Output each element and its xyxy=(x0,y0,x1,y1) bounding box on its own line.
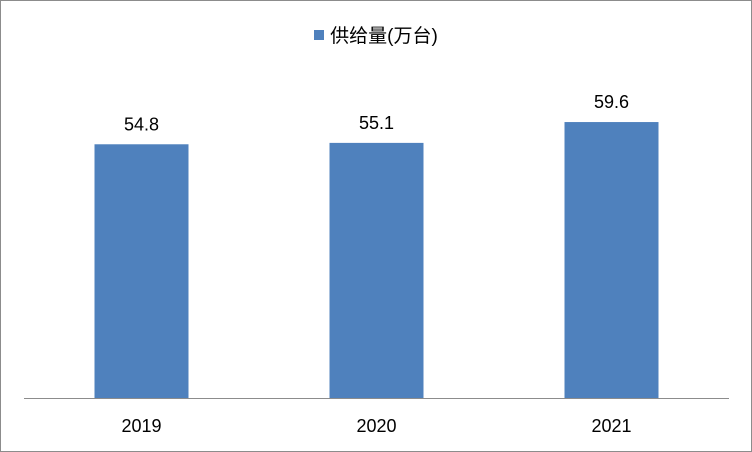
bar-2019 xyxy=(94,144,189,398)
x-tick-label-2020: 2020 xyxy=(356,416,396,436)
data-label-2020: 55.1 xyxy=(359,113,394,133)
bar-2021 xyxy=(564,122,659,398)
x-tick-label-2019: 2019 xyxy=(121,416,161,436)
legend-swatch xyxy=(314,29,325,40)
legend-label: 供给量(万台) xyxy=(330,26,438,47)
data-label-2019: 54.8 xyxy=(124,114,159,134)
legend: 供给量(万台) xyxy=(1,21,751,48)
bar-2020 xyxy=(329,142,424,398)
x-tick-label-2021: 2021 xyxy=(591,416,631,436)
data-label-2021: 59.6 xyxy=(594,92,629,112)
